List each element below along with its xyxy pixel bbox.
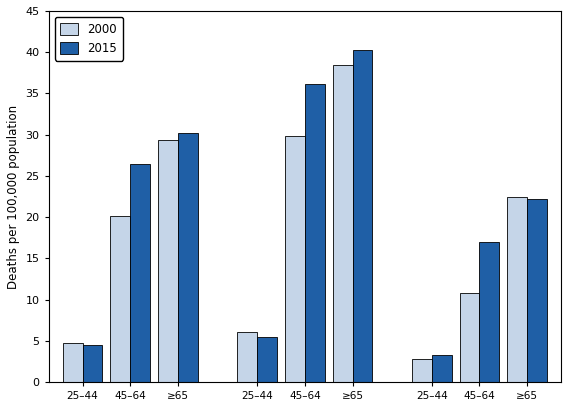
Bar	[237, 332, 257, 382]
Y-axis label: Deaths per 100,000 population: Deaths per 100,000 population	[7, 104, 20, 288]
Bar	[110, 216, 130, 382]
Bar	[178, 133, 198, 382]
Legend: 2000, 2015: 2000, 2015	[55, 17, 123, 61]
Bar	[285, 136, 305, 382]
Bar	[507, 197, 527, 382]
Bar	[527, 199, 547, 382]
Bar	[412, 359, 432, 382]
Bar	[432, 355, 452, 382]
Bar	[333, 64, 353, 382]
Bar	[479, 242, 499, 382]
Bar	[82, 345, 102, 382]
Bar	[460, 293, 479, 382]
Bar	[353, 50, 373, 382]
Bar	[62, 343, 82, 382]
Bar	[130, 164, 150, 382]
Bar	[257, 337, 277, 382]
Bar	[305, 84, 325, 382]
Bar	[158, 140, 178, 382]
